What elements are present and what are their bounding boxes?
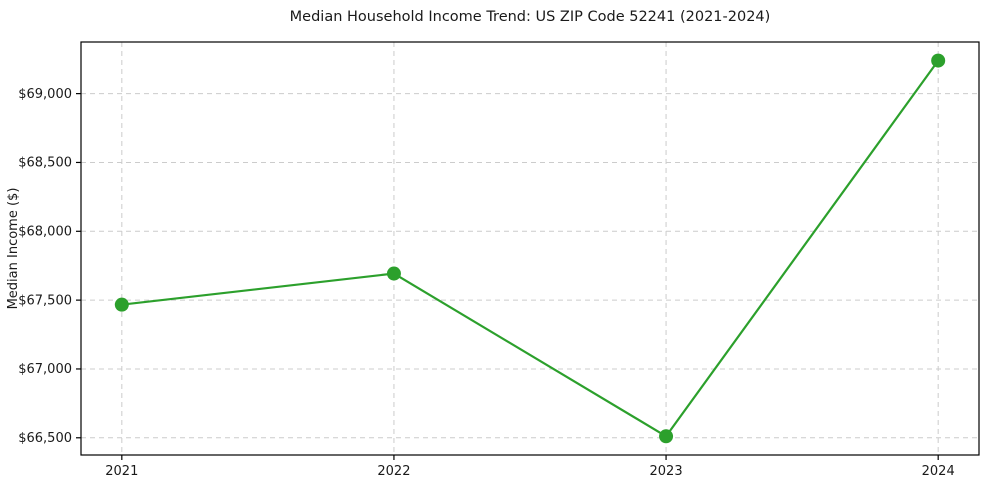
x-axis-ticks: 2021 2022 2023 2024	[105, 455, 955, 479]
data-point-marker	[659, 429, 674, 444]
gridlines	[81, 42, 979, 455]
y-tick-label: $66,500	[18, 431, 72, 446]
x-tick-label: 2021	[105, 464, 138, 479]
y-tick-label: $68,000	[18, 225, 72, 240]
y-tick-label: $69,000	[18, 87, 72, 102]
x-tick-label: 2022	[377, 464, 410, 479]
trend-line	[120, 59, 940, 438]
y-tick-label: $67,500	[18, 293, 72, 308]
x-tick-label: 2024	[922, 464, 955, 479]
plot-border	[80, 41, 980, 456]
y-tick-label: $68,500	[18, 156, 72, 171]
data-point-marker	[931, 53, 946, 68]
data-point-marker	[386, 266, 401, 281]
y-tick-label: $67,000	[18, 362, 72, 377]
x-tick-label: 2023	[650, 464, 683, 479]
y-axis-label: Median Income ($)	[6, 188, 21, 310]
data-point-marker	[114, 297, 129, 312]
chart-title: Median Household Income Trend: US ZIP Co…	[290, 9, 771, 25]
series-line	[114, 53, 946, 444]
y-axis-ticks: $66,500 $67,000 $67,500 $68,000 $68,500 $69,0…	[18, 87, 81, 446]
